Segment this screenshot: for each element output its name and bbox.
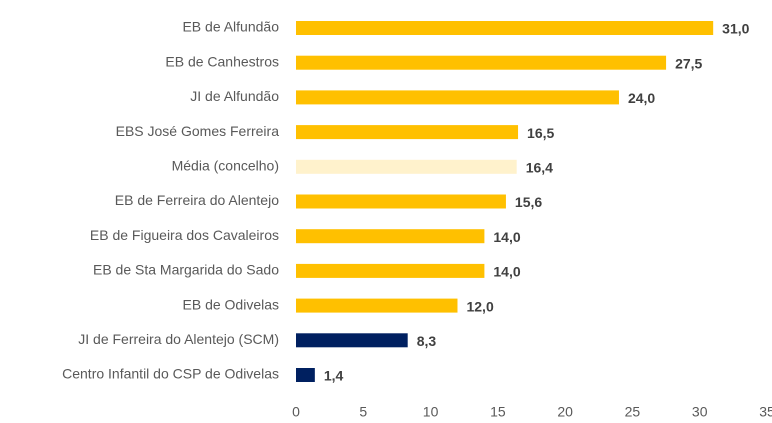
category-label: Centro Infantil do CSP de Odivelas: [62, 366, 279, 382]
value-label: 16,5: [527, 125, 554, 141]
value-label: 15,6: [515, 194, 542, 210]
bar: [296, 159, 517, 174]
x-tick-label: 15: [490, 404, 506, 420]
category-label: EB de Canhestros: [165, 53, 279, 69]
bar: [296, 90, 619, 105]
bar: [296, 368, 315, 382]
category-label: JI de Ferreira do Alentejo (SCM): [78, 331, 279, 347]
value-label: 16,4: [526, 160, 553, 176]
category-label: EB de Alfundão: [182, 19, 279, 35]
category-label: EB de Figueira dos Cavaleiros: [90, 227, 279, 243]
bar: [296, 125, 519, 140]
x-tick-label: 35: [759, 404, 772, 420]
value-label: 27,5: [675, 55, 702, 71]
category-label: JI de Alfundão: [190, 88, 279, 104]
value-label: 8,3: [417, 333, 437, 349]
value-label: 1,4: [324, 368, 344, 384]
x-tick-label: 25: [625, 404, 641, 420]
x-tick-label: 10: [423, 404, 439, 420]
value-label: 31,0: [722, 21, 749, 37]
bar: [296, 55, 667, 70]
value-label: 24,0: [628, 90, 655, 106]
category-label: EB de Odivelas: [183, 296, 280, 312]
category-label: EB de Sta Margarida do Sado: [93, 262, 279, 278]
value-label: 14,0: [493, 264, 520, 280]
category-label: Média (concelho): [172, 158, 279, 174]
value-label: 14,0: [493, 229, 520, 245]
value-label: 12,0: [466, 298, 493, 314]
x-tick-label: 0: [292, 404, 300, 420]
bar: [296, 298, 458, 313]
bar: [296, 194, 506, 209]
category-label: EBS José Gomes Ferreira: [116, 123, 280, 139]
x-tick-label: 5: [359, 404, 367, 420]
bar: [296, 333, 408, 348]
category-label: EB de Ferreira do Alentejo: [115, 192, 279, 208]
bar: [296, 263, 485, 278]
bar: [296, 21, 714, 35]
x-tick-label: 20: [557, 404, 573, 420]
x-tick-label: 30: [692, 404, 708, 420]
bar: [296, 229, 485, 244]
